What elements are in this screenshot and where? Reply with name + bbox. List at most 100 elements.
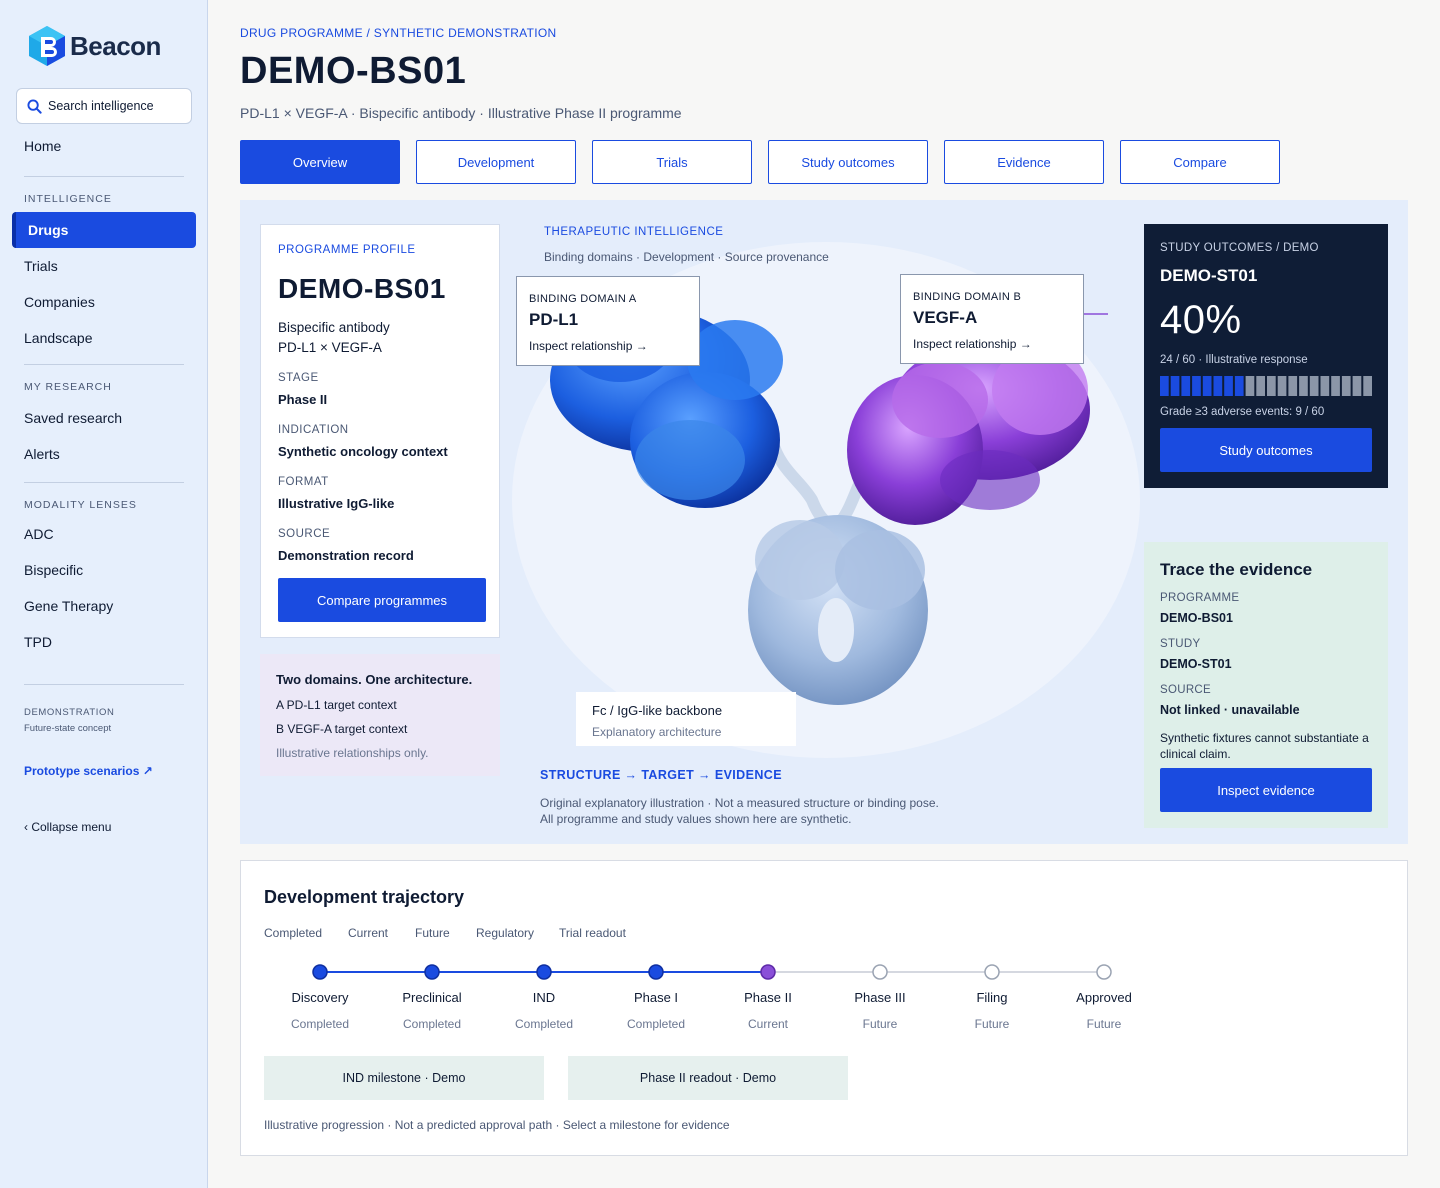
sidebar-item-companies[interactable]: Companies <box>24 294 95 310</box>
legend-regulatory: Regulatory <box>476 926 535 940</box>
tab-study-outcomes[interactable]: Study outcomes <box>768 140 928 184</box>
response-count: 24 / 60 · Illustrative response <box>1160 354 1308 366</box>
trajectory-title: Development trajectory <box>264 887 465 907</box>
section-my-research: MY RESEARCH <box>24 381 112 393</box>
fc-subtitle: Explanatory architecture <box>592 725 722 739</box>
response-segment-empty <box>1288 376 1298 396</box>
domain-b-eyebrow: BINDING DOMAIN B <box>913 291 1022 303</box>
domain-b-context: B VEGF-A target context <box>276 722 408 736</box>
study-outcome-card: STUDY OUTCOMES / DEMO DEMO-ST01 40% 24 /… <box>1144 224 1388 488</box>
step-name[interactable]: Filing <box>976 990 1008 1005</box>
format-value: Illustrative IgG-like <box>278 496 395 511</box>
development-trajectory-panel <box>240 860 1408 1156</box>
phase-ii-readout-card[interactable]: Phase II readout · Demo <box>568 1056 848 1100</box>
binding-domain-b-callout[interactable]: BINDING DOMAIN B VEGF-A Inspect relation… <box>900 274 1084 364</box>
ind-milestone-card[interactable]: IND milestone · Demo <box>264 1056 544 1100</box>
response-segment-filled <box>1170 376 1180 396</box>
step-name[interactable]: Discovery <box>291 990 349 1005</box>
domain-b-inspect-link[interactable]: Inspect relationship → <box>913 337 1032 351</box>
domains-note: Illustrative relationships only. <box>276 746 429 760</box>
programme-profile-card: PROGRAMME PROFILE DEMO-BS01 Bispecific a… <box>260 224 500 638</box>
domain-a-eyebrow: BINDING DOMAIN A <box>529 293 637 305</box>
prototype-scenarios-link[interactable]: Prototype scenarios ↗ <box>24 764 153 778</box>
page-title: DEMO-BS01 <box>240 50 467 92</box>
sidebar-item-adc[interactable]: ADC <box>24 526 54 542</box>
tab-development[interactable]: Development <box>416 140 576 184</box>
sidebar-item-drugs[interactable]: Drugs <box>12 212 196 248</box>
domain-a-title: PD-L1 <box>529 310 579 329</box>
step-status: Completed <box>402 1017 462 1031</box>
sidebar-item-tpd[interactable]: TPD <box>24 634 52 650</box>
source-value: Demonstration record <box>278 548 414 563</box>
sidebar-item-bispecific[interactable]: Bispecific <box>24 562 84 578</box>
response-segment-empty <box>1352 376 1362 396</box>
logo[interactable]: Beacon <box>26 24 161 68</box>
trace-source-value: Not linked · unavailable <box>1160 703 1300 717</box>
response-segment-empty <box>1277 376 1287 396</box>
step-name[interactable]: Preclinical <box>402 990 462 1005</box>
trace-study-value: DEMO-ST01 <box>1160 657 1232 671</box>
binding-domain-a-callout[interactable]: BINDING DOMAIN A PD-L1 Inspect relations… <box>516 276 700 366</box>
compare-programmes-button[interactable]: Compare programmes <box>278 578 486 622</box>
trajectory-note: Illustrative progression · Not a predict… <box>264 1118 730 1132</box>
step-name[interactable]: Phase III <box>854 990 906 1005</box>
sidebar-item-gene-therapy[interactable]: Gene Therapy <box>24 598 114 614</box>
domain-a-inspect-link[interactable]: Inspect relationship → <box>529 339 648 353</box>
app-name: Beacon <box>70 30 161 61</box>
step-status: Future <box>974 1017 1010 1031</box>
response-segment-filled <box>1234 376 1244 396</box>
sidebar-divider <box>24 482 184 483</box>
profile-title: DEMO-BS01 <box>278 273 446 304</box>
response-progress-bar <box>1160 376 1372 396</box>
sidebar-item-landscape[interactable]: Landscape <box>24 330 93 346</box>
legend-future: Future <box>415 926 450 940</box>
fc-backbone-callout[interactable]: Fc / IgG-like backbone Explanatory archi… <box>576 692 796 746</box>
sidebar-item-saved-research[interactable]: Saved research <box>24 410 123 426</box>
trace-programme-label: PROGRAMME <box>1160 592 1240 604</box>
demo-label: DEMONSTRATION <box>24 707 115 718</box>
step-name[interactable]: Phase II <box>744 990 792 1005</box>
trace-evidence-card: Trace the evidence PROGRAMME DEMO-BS01 S… <box>1144 542 1388 828</box>
response-segment-filled <box>1213 376 1223 396</box>
collapse-menu-button[interactable]: ‹ Collapse menu <box>24 820 112 834</box>
stage-value: Phase II <box>278 392 328 407</box>
sidebar-item-home[interactable]: Home <box>24 138 62 154</box>
sidebar-item-alerts[interactable]: Alerts <box>24 446 60 462</box>
step-name[interactable]: IND <box>532 990 556 1005</box>
tab-compare[interactable]: Compare <box>1120 140 1280 184</box>
stage-label: STAGE <box>278 372 319 384</box>
tab-trials[interactable]: Trials <box>592 140 752 184</box>
breadcrumb[interactable]: DRUG PROGRAMME / SYNTHETIC DEMONSTRATION <box>240 26 557 40</box>
trace-title: Trace the evidence <box>1160 560 1313 579</box>
demo-sublabel: Future-state concept <box>24 723 112 734</box>
response-segment-filled <box>1202 376 1212 396</box>
response-segment-empty <box>1245 376 1255 396</box>
step-status: Completed <box>290 1017 350 1031</box>
step-status: Current <box>747 1017 788 1031</box>
sidebar: Beacon Search intelligence Home INTELLIG… <box>0 0 208 1188</box>
step-status: Completed <box>514 1017 574 1031</box>
trace-source-label: SOURCE <box>1160 684 1212 696</box>
domains-title: Two domains. One architecture. <box>276 672 473 687</box>
response-segment-filled <box>1192 376 1201 396</box>
outcome-study-id: DEMO-ST01 <box>1160 266 1258 285</box>
legend-completed: Completed <box>264 926 323 940</box>
synthetic-values-note: All programme and study values shown her… <box>540 812 852 826</box>
tab-overview[interactable]: Overview <box>240 140 400 184</box>
sidebar-item-trials[interactable]: Trials <box>24 258 58 274</box>
step-name[interactable]: Approved <box>1076 990 1132 1005</box>
search-placeholder: Search intelligence <box>48 99 154 113</box>
therapeutic-intelligence-subtitle: Binding domains · Development · Source p… <box>544 250 829 264</box>
domains-summary-card: Two domains. One architecture. A PD-L1 t… <box>260 654 500 776</box>
inspect-evidence-button[interactable]: Inspect evidence <box>1160 768 1372 812</box>
search-input[interactable]: Search intelligence <box>16 88 192 124</box>
tab-evidence[interactable]: Evidence <box>944 140 1104 184</box>
adverse-events: Grade ≥3 adverse events: 9 / 60 <box>1160 406 1325 418</box>
step-status: Future <box>1086 1017 1122 1031</box>
step-name[interactable]: Phase I <box>633 990 679 1005</box>
response-segment-empty <box>1309 376 1319 396</box>
trace-note: Synthetic fixtures cannot substantiate a… <box>1160 731 1369 761</box>
profile-modality: Bispecific antibody <box>278 320 390 335</box>
beacon-logo-icon <box>29 26 65 66</box>
study-outcomes-button[interactable]: Study outcomes <box>1160 428 1372 472</box>
